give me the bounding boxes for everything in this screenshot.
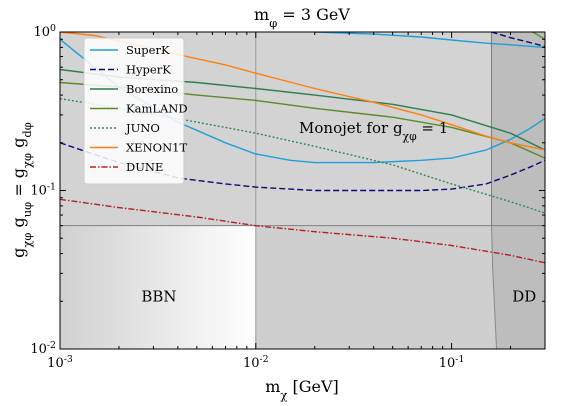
- legend-label: XENON1T: [126, 141, 187, 155]
- curve-extra-2: [532, 32, 545, 40]
- bbn-label: BBN: [141, 287, 176, 305]
- y-tick-label: 10-2: [30, 340, 56, 358]
- legend-label: HyperK: [126, 63, 171, 77]
- x-axis-label: mχ [GeV]: [265, 377, 339, 402]
- chart-title: mφ = 3 GeV: [254, 5, 350, 30]
- x-tick-label: 10-2: [243, 354, 269, 372]
- dd-label: DD: [512, 287, 536, 305]
- legend-label: SuperK: [126, 43, 170, 57]
- y-tick-label: 10-1: [30, 181, 56, 199]
- series-line-dune: [60, 198, 545, 264]
- y-tick-label: 100: [34, 23, 57, 41]
- curve-extra-0: [491, 32, 545, 48]
- legend-label: KamLAND: [126, 102, 188, 116]
- bbn-region: [60, 225, 256, 349]
- legend-label: JUNO: [125, 121, 160, 135]
- series-line-hyperk: [60, 142, 545, 192]
- x-tick-label: 10-3: [47, 354, 73, 372]
- legend-label: DUNE: [126, 160, 163, 174]
- legend-label: Borexino: [126, 82, 178, 96]
- legend: SuperK HyperK Borexino KamLAND JUNO XENON1T DU…: [83, 37, 188, 185]
- x-tick-label: 10-1: [439, 354, 465, 372]
